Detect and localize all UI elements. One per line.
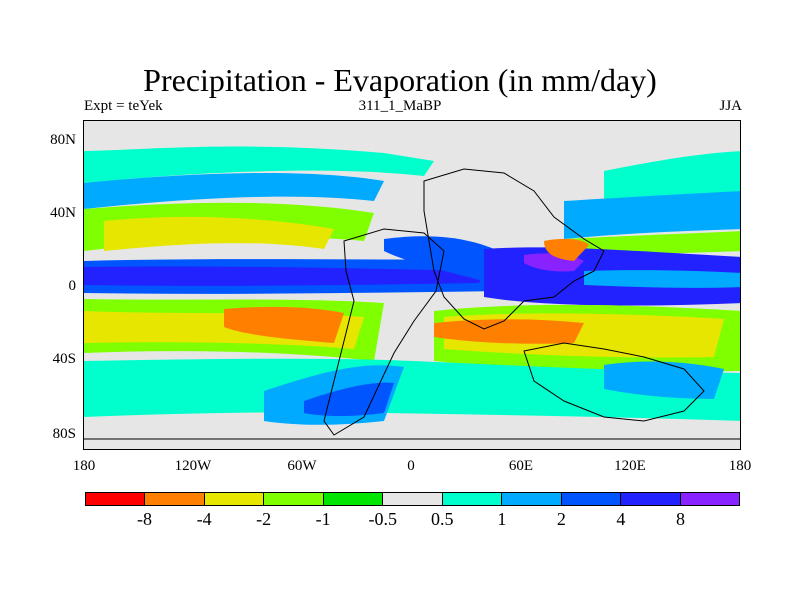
colorbar-box [145,493,205,505]
arctic-wet-band [84,146,434,183]
n-pacific-wet-band [604,151,740,201]
x-tick-label: 60W [287,458,317,474]
precip-evap-map [84,121,740,449]
x-tick-label: 180 [728,458,752,474]
map-plot-area [83,120,741,450]
colorbar-label: -8 [137,509,153,529]
continent-outline-west [323,228,445,436]
colorbar-box [323,493,384,505]
colorbar-label: 8 [675,509,685,529]
colorbar-box [383,493,443,505]
x-tick-label: 120W [174,458,212,474]
y-tick-label: 80N [50,132,76,148]
colorbar-box [621,493,681,505]
colorbar-box [502,493,562,505]
colorbar-label: -1 [315,509,331,529]
x-tick-label: 180 [72,458,96,474]
colorbar-label: 0.5 [431,509,454,529]
run-label: 311_1_MaBP [358,98,442,114]
colorbar-label: 2 [556,509,566,529]
s-pacific-dry-core [224,306,344,343]
season-label: JJA [719,98,742,114]
n-subtropic-yellow [104,216,334,251]
africa-wet [384,236,514,281]
colorbar-label: -2 [256,509,272,529]
itcz-west-core [84,266,484,286]
x-tick-label: 60E [508,458,534,474]
colorbar-label: 1 [497,509,507,529]
colorbar-label: 4 [616,509,626,529]
colorbar-box [561,493,622,505]
colorbar-box [442,493,503,505]
y-tick-label: 40S [52,351,76,367]
continent-outline-east [423,168,605,330]
colorbar-label: -0.5 [368,509,397,529]
y-tick-label: 80S [52,426,76,442]
x-tick-label: 120E [614,458,646,474]
s-indian-track [604,361,724,399]
colorbar-box [680,493,739,505]
s-atlantic-core [304,382,394,416]
colorbar-box [264,493,324,505]
arabia-dry [544,238,589,261]
plot-title: Precipitation - Evaporation (in mm/day) [143,62,657,98]
colorbar-label: -4 [196,509,212,529]
colorbar-box [204,493,265,505]
colorbar [85,492,740,506]
n-storm-track [84,172,384,209]
continent-outline-south [523,342,705,422]
y-tick-label: 40N [50,205,76,221]
x-tick-label: 0 [407,458,415,474]
s-indian-dry-core [434,319,584,344]
w-pacific-band [584,270,740,288]
n-storm-track-east [564,191,740,239]
experiment-label: Expt = teYek [84,98,163,114]
colorbar-box [86,493,146,505]
y-tick-label: 0 [68,278,77,294]
